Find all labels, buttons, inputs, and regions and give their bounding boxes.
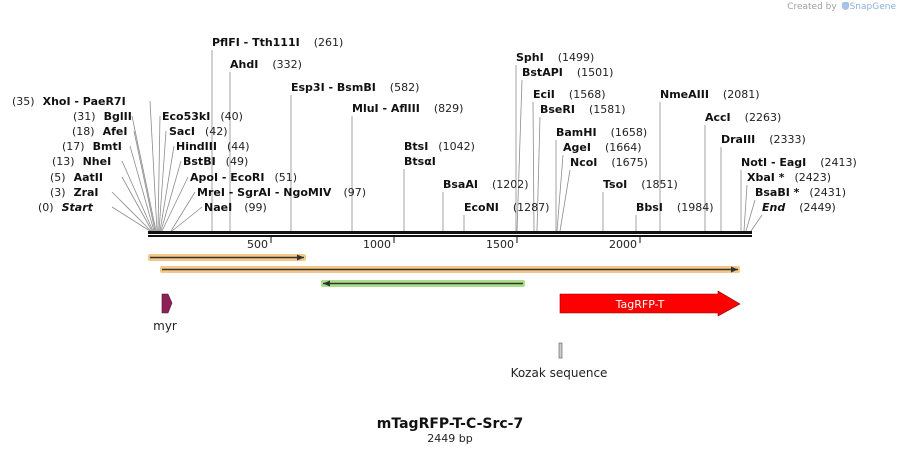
site-leader-line [516,79,523,232]
credit-prefix: Created by [787,2,837,12]
site-leader-line [170,191,196,232]
site-btsi: BtsI (1042) [404,140,475,153]
site-xhoi-paer7i: (35) XhoI - PaeR7I [12,95,126,108]
site-tsoi: TsoI (1851) [603,178,678,191]
site-bamhi: BamHI (1658) [556,126,647,139]
site-leader-line [149,100,158,232]
site-xbai: XbaI * (2423) [747,171,831,184]
map-length: 2449 bp [427,432,472,445]
site-agei: AgeI (1664) [563,141,642,154]
site-afei: (18) AfeI [72,125,127,138]
site-btsai: BtsαI [404,155,436,168]
site-bstapi: BstAPI (1501) [522,66,613,79]
site-draiii: DraIII (2333) [721,133,806,146]
site-end: End (2449) [762,201,836,214]
kozak-mark [558,342,563,359]
site-bsabi: BsaBI * (2431) [755,186,846,199]
feature-kozak: Kozak sequence [511,342,608,380]
site-hindiii: HindIII (44) [176,140,250,153]
feature-tagrfp-t: TagRFP-T [559,290,741,317]
site-ahdi: AhdI (332) [230,58,302,71]
myr-label: myr [153,319,177,333]
snapgene-logo-icon [841,2,849,10]
site-leader-line [121,160,154,232]
map-title: mTagRFP-T-C-Src-7 [377,416,523,432]
backbone: 500 1000 1500 2000 [148,231,752,251]
tick-label-1500: 1500 [486,238,514,251]
site-leader-line [159,145,175,232]
site-leader-line [131,115,157,232]
site-leader-line [745,199,756,232]
tick-label-500: 500 [247,238,268,251]
site-leader-line [556,154,564,232]
site-esp3i-bsmbi: Esp3I - BsmBI (582) [291,81,419,94]
sites-left: (0) Start (3) ZraI (5) AatII (13) NheI (17) B… [12,95,132,214]
backbone-bar [148,231,752,234]
tick-label-1000: 1000 [363,238,391,251]
site-leader-line [157,115,161,232]
orf-tracks [148,254,740,287]
site-noti-eagi: NotI - EagI (2413) [741,156,857,169]
site-aatii: (5) AatII [50,171,103,184]
site-nmeaiii: NmeAIII (2081) [660,88,760,101]
site-leader-line [161,176,189,232]
sites-right: Eco53kI (40) SacI (42) HindIII (44) BstBI (4… [162,36,857,214]
site-ecii: EciI (1568) [533,88,605,101]
site-saci: SacI (42) [169,125,228,138]
site-ncoi: NcoI (1675) [570,156,648,169]
site-bglii: (31) BglII [73,110,132,123]
tagrfp-t-arrow [559,290,741,317]
site-leader-line [559,169,571,232]
site-pflfi-tth111i: PflFI - Tth111I (261) [212,36,343,49]
site-mrei-sgrai-ngomiv: MreI - SgrAI - NgoMIV (97) [197,186,366,199]
site-leader-line [743,184,748,232]
site-bsaai: BsaAI (1202) [443,178,529,191]
site-bmti: (17) BmtI [62,140,122,153]
feature-myr: myr [153,293,177,333]
site-start: (0) Start [38,201,94,214]
site-bstbi: BstBI (49) [183,155,248,168]
site-leader-line [532,101,535,232]
site-leader-line [111,206,151,232]
site-leader-line [111,191,152,232]
site-eco53ki: Eco53kI (40) [162,110,243,123]
site-leader-line [536,116,541,232]
site-leader-line [129,145,155,232]
site-zrai: (3) ZraI [50,186,99,199]
site-apoi-ecori: ApoI - EcoRI (51) [190,171,297,184]
site-econi: EcoNI (1287) [464,201,549,214]
site-lines [111,50,763,232]
site-mlui-afliii: MluI - AflIII (829) [352,102,463,115]
tick-label-2000: 2000 [609,238,637,251]
site-leader-line [171,206,203,232]
site-leader-line [158,130,167,232]
site-bbsi: BbsI (1984) [636,201,713,214]
snapgene-credit: Created by SnapGene [787,2,896,12]
tagrfp-t-label: TagRFP-T [615,298,665,311]
site-sphi: SphI (1499) [516,51,594,64]
site-nhei: (13) NheI [52,155,111,168]
backbone-bar-lower [148,235,752,237]
site-naei: NaeI (99) [204,201,267,214]
site-acci: AccI (2263) [705,111,781,124]
site-leader-line [133,130,156,232]
site-leader-line [121,176,153,232]
site-leader-line [160,160,182,232]
site-bseri: BseRI (1581) [540,103,626,116]
myr-arrow [161,293,173,314]
credit-brand: SnapGene [849,2,896,12]
kozak-label: Kozak sequence [511,366,608,380]
site-leader-line [750,214,763,232]
